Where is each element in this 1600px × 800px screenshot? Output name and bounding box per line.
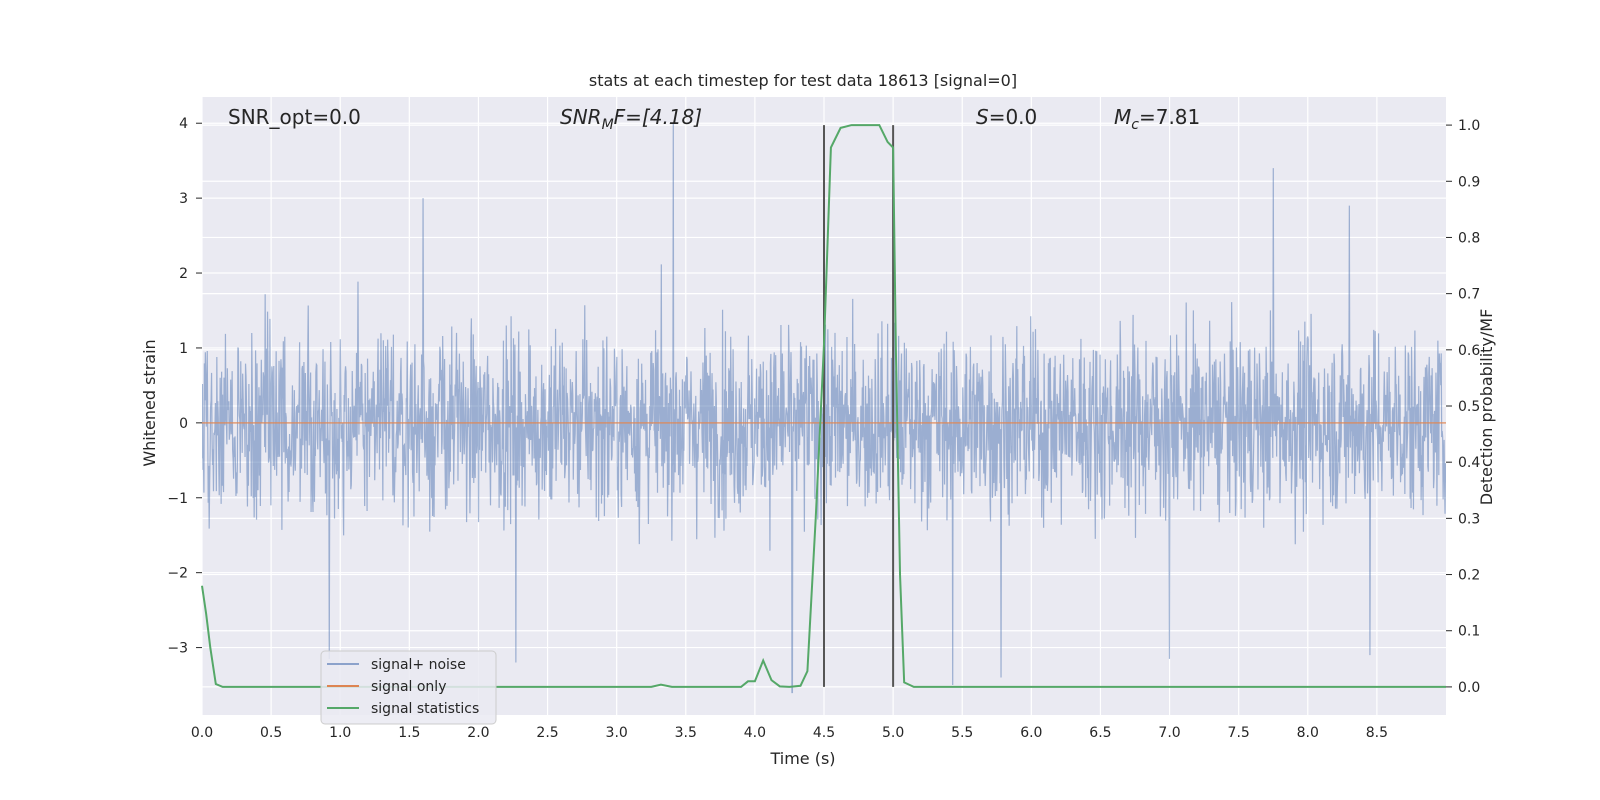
legend: signal+ noise signal only signal statist… [320,650,497,725]
legend-box [320,650,497,725]
y-left-axis-label: Whitened strain [140,339,159,466]
annotation-s: S=0.0 [976,105,1037,129]
legend-label-signal-statistics: signal statistics [371,701,479,717]
y-left-tick-label: 4 [179,116,188,132]
y-left-tick-label: −1 [167,491,188,507]
x-tick-label: 4.5 [813,725,835,741]
y-right-tick-label: 0.5 [1458,399,1480,415]
annotation-mc-sub: c [1131,117,1139,133]
annotation-snr-mf-sub: M [602,117,614,133]
x-tick-label: 1.5 [398,725,420,741]
y-right-tick-label: 0.7 [1458,287,1480,303]
y-right-tick-label: 1.0 [1458,118,1480,134]
annotation-s-rest: =0.0 [989,105,1038,129]
y-right-tick-label: 0.2 [1458,568,1480,584]
annotation-snr-mf-rest: F=[4.18] [614,105,702,129]
x-tick-label: 6.5 [1089,725,1111,741]
x-tick-label: 6.0 [1020,725,1042,741]
y-left-tick-label: −2 [167,566,188,582]
y-left-tick-label: 1 [179,341,188,357]
y-right-tick-label: 0.6 [1458,343,1480,359]
y-left-tick-label: −3 [167,641,188,657]
x-tick-label: 8.0 [1297,725,1319,741]
x-tick-label: 4.0 [744,725,766,741]
annotation-mc-main: M [1114,105,1131,129]
x-tick-label: 5.0 [882,725,904,741]
y-left-tick-label: 0 [179,416,188,432]
y-left-tick-label: 2 [179,266,188,282]
legend-label-signal-only: signal only [371,679,446,695]
y-left-tick-label: 3 [179,191,188,207]
chart-title: stats at each timestep for test data 186… [589,71,1017,90]
y-right-tick-label: 0.4 [1458,455,1480,471]
x-tick-label: 2.0 [467,725,489,741]
y-right-tick-label: 0.1 [1458,624,1480,640]
y-left-axis-ticks: −3 −2 −1 0 1 2 3 4 [167,116,202,657]
y-right-tick-label: 0.3 [1458,511,1480,527]
x-tick-label: 0.5 [260,725,282,741]
annotation-snr-opt: SNR_opt=0.0 [228,105,361,129]
y-right-tick-label: 0.9 [1458,174,1480,190]
x-tick-label: 5.5 [951,725,973,741]
x-tick-label: 7.5 [1228,725,1250,741]
y-right-tick-label: 0.0 [1458,680,1480,696]
x-tick-label: 3.5 [675,725,697,741]
y-right-axis-ticks: 0.0 0.1 0.2 0.3 0.4 0.5 0.6 0.7 0.8 0.9 1.0 [1446,118,1480,696]
annotation-s-main: S [976,105,989,129]
x-tick-label: 0.0 [191,725,213,741]
annotation-snr-mf: SNRMF=[4.18] [560,105,702,133]
annotation-mc: Mc=7.81 [1114,105,1200,133]
x-tick-label: 1.0 [329,725,351,741]
x-axis-label: Time (s) [769,749,835,768]
y-right-axis-label: Detection probability/MF [1477,309,1496,506]
annotation-snr-mf-main: SNR [560,105,602,129]
legend-label-signal-noise: signal+ noise [371,657,466,673]
x-tick-label: 3.0 [606,725,628,741]
x-tick-label: 7.0 [1158,725,1180,741]
y-right-tick-label: 0.8 [1458,230,1480,246]
x-tick-label: 8.5 [1366,725,1388,741]
x-tick-label: 2.5 [536,725,558,741]
annotation-mc-rest: =7.81 [1139,105,1200,129]
x-axis-ticks: 0.0 0.5 1.0 1.5 2.0 2.5 3.0 3.5 4.0 4.5 5.0 5.5 6.0 6… [191,725,1388,741]
